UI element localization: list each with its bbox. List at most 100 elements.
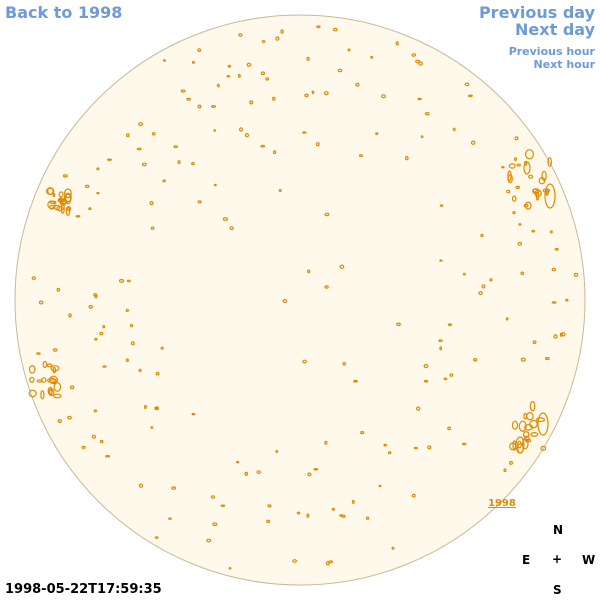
next-day-link[interactable]: Next day: [515, 20, 595, 39]
contour-mark: [526, 412, 534, 421]
contour-mark: [370, 55, 374, 59]
contour-mark: [381, 94, 386, 99]
contour-mark: [53, 393, 62, 399]
contour-mark: [528, 174, 534, 179]
contour-mark: [396, 322, 401, 327]
contour-mark: [512, 211, 516, 215]
contour-mark: [423, 364, 429, 369]
contour-mark: [150, 426, 154, 429]
contour-mark: [278, 189, 282, 193]
contour-mark: [40, 390, 45, 400]
contour-mark: [503, 468, 507, 473]
contour-mark: [516, 163, 522, 167]
contour-mark: [511, 195, 517, 202]
contour-mark: [395, 41, 399, 46]
contour-mark: [328, 560, 334, 564]
contour-mark: [168, 517, 172, 520]
contour-mark: [501, 165, 505, 169]
contour-mark: [102, 365, 107, 368]
solar-disk: [14, 14, 586, 586]
contour-mark: [93, 409, 98, 413]
contour-mark: [452, 127, 456, 132]
contour-mark: [102, 325, 106, 329]
contour-mark: [523, 161, 531, 175]
contour-mark: [150, 226, 155, 230]
contour-mark: [565, 298, 569, 302]
observation-timestamp: 1998-05-22T17:59:35: [5, 582, 162, 597]
back-to-year-link[interactable]: Back to 1998: [5, 3, 123, 22]
contour-mark: [46, 363, 53, 368]
contour-mark: [222, 217, 228, 221]
contour-mark: [438, 339, 443, 343]
contour-mark: [544, 356, 550, 361]
contour-mark: [524, 149, 534, 160]
contour-mark: [49, 379, 58, 384]
contour-mark: [53, 382, 62, 392]
contour-mark: [126, 133, 130, 138]
contour-mark: [411, 493, 416, 498]
contour-mark: [509, 460, 514, 465]
contour-mark: [538, 176, 546, 185]
contour-mark: [470, 140, 476, 145]
contour-mark: [296, 511, 301, 515]
contour-mark: [149, 201, 154, 206]
contour-mark: [154, 536, 159, 539]
contour-mark: [417, 97, 422, 101]
contour-mark: [532, 340, 537, 345]
contour-mark: [415, 59, 421, 64]
contour-mark: [375, 132, 379, 135]
contour-mark: [99, 331, 104, 336]
contour-mark: [424, 111, 430, 116]
contour-mark: [126, 279, 131, 283]
contour-mark: [439, 346, 443, 351]
contour-mark: [413, 446, 418, 450]
contour-mark: [311, 90, 315, 95]
contour-mark: [549, 230, 553, 234]
contour-mark: [186, 97, 192, 101]
contour-mark: [521, 438, 529, 450]
contour-mark: [58, 191, 64, 198]
contour-mark: [67, 415, 72, 420]
contour-mark: [88, 207, 92, 211]
contour-mark: [99, 439, 104, 444]
contour-mark: [387, 451, 392, 455]
contour-mark: [541, 170, 547, 182]
contour-mark: [151, 132, 156, 136]
contour-mark: [118, 278, 125, 283]
contour-mark: [56, 287, 61, 292]
contour-mark: [517, 440, 522, 449]
contour-mark: [324, 212, 330, 217]
contour-mark: [154, 406, 160, 411]
contour-mark: [439, 259, 443, 262]
contour-mark: [63, 188, 72, 199]
next-hour-link[interactable]: Next hour: [533, 58, 596, 71]
contour-mark: [75, 215, 81, 218]
contour-mark: [473, 357, 478, 362]
contour-mark: [439, 204, 444, 207]
contour-mark: [106, 158, 112, 161]
previous-hour-link[interactable]: Previous hour: [508, 45, 595, 58]
previous-day-link[interactable]: Previous day: [478, 3, 595, 22]
contour-mark: [160, 346, 164, 350]
contour-mark: [518, 420, 527, 432]
contour-mark: [211, 104, 217, 108]
contour-mark: [535, 417, 545, 423]
contour-mark: [69, 385, 75, 390]
contour-mark: [138, 122, 144, 127]
contour-mark: [49, 388, 55, 397]
contour-mark: [306, 56, 310, 61]
contour-mark: [197, 200, 202, 204]
contour-mark: [443, 377, 448, 381]
contour-mark: [52, 348, 58, 352]
contour-mark: [518, 223, 522, 226]
contour-mark: [130, 341, 135, 346]
contour-mark: [325, 561, 330, 566]
contour-mark: [213, 183, 217, 187]
contour-mark: [125, 358, 129, 363]
active-region-link[interactable]: 1998: [488, 498, 516, 509]
contour-mark: [213, 129, 217, 132]
contour-mark: [514, 136, 519, 141]
magnetic-contours: [28, 25, 579, 570]
contour-mark: [561, 332, 566, 337]
contour-mark: [237, 73, 241, 78]
